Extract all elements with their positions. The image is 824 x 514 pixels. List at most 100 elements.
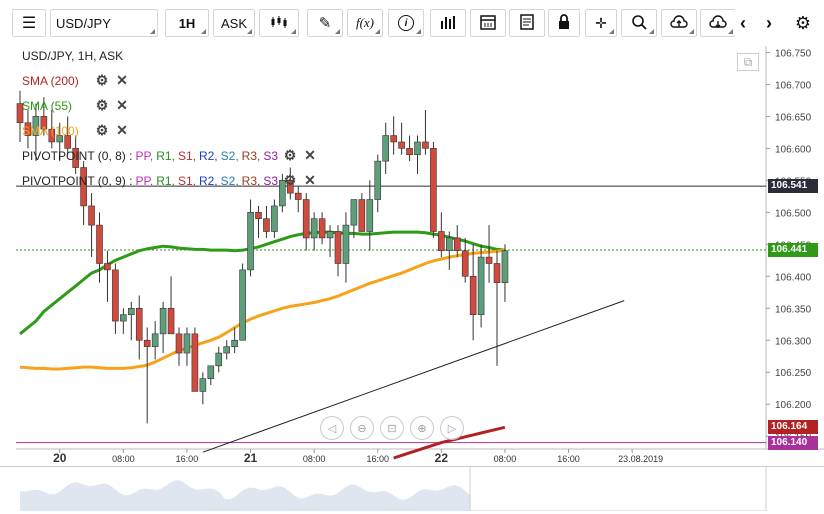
timeframe-selector[interactable]: 1H — [165, 9, 209, 37]
y-tick-label: 106.350 — [775, 304, 812, 315]
info-button[interactable]: i — [388, 9, 424, 37]
candle-body — [430, 148, 437, 232]
info-icon: i — [398, 15, 414, 31]
reset-zoom-icon[interactable]: ⊡ — [380, 416, 404, 440]
pivot-label[interactable]: PIVOTPOINT (0, 8) : — [22, 148, 133, 163]
overview-window[interactable] — [469, 465, 767, 512]
candle-body — [104, 263, 111, 271]
candle-body — [414, 141, 421, 156]
y-tick-label: 106.250 — [775, 368, 812, 379]
gear-icon[interactable]: ⚙ — [283, 147, 297, 163]
document-icon — [520, 13, 534, 33]
calendar-button[interactable] — [470, 9, 506, 37]
draw-tool-button[interactable]: ✎ — [307, 9, 343, 37]
x-tick-label: 16:00 — [176, 454, 199, 464]
series-line-sma-100- — [19, 248, 506, 371]
candle-body — [56, 135, 64, 143]
toolbar: ☰ USD/JPY 1H ASK ✎ f(x) i — [0, 0, 824, 46]
candle-body — [183, 333, 191, 354]
pivot-param: PP, — [135, 148, 154, 163]
candle-body — [16, 103, 24, 124]
chevron-left-icon: ‹ — [740, 12, 746, 33]
gear-icon[interactable]: ⚙ — [95, 72, 109, 88]
candle-body — [406, 148, 413, 156]
candle-body — [40, 116, 48, 130]
candle-body — [88, 205, 95, 226]
pivot-param: R2, — [198, 173, 218, 188]
price-chart[interactable]: 106.750106.700106.650106.600106.550106.5… — [0, 46, 824, 466]
scroll-right-button[interactable]: › — [760, 9, 778, 37]
series-line-sma-55- — [19, 230, 506, 336]
pivot-param: S3 — [263, 148, 279, 163]
candle-body — [263, 218, 270, 232]
gear-icon[interactable]: ⚙ — [95, 97, 109, 113]
y-tick-label: 106.600 — [775, 144, 812, 155]
candle-body — [286, 180, 294, 194]
indicator-label[interactable]: SMA (200) — [22, 73, 79, 88]
candle-body — [215, 352, 223, 367]
pivot-param: S2, — [220, 148, 239, 163]
chevron-right-icon: › — [766, 12, 772, 33]
symbol-selector[interactable]: USD/JPY — [50, 9, 158, 37]
notes-button[interactable] — [509, 9, 545, 37]
indicators-button[interactable]: f(x) — [347, 9, 383, 37]
candle-body — [167, 307, 175, 335]
scroll-left-button[interactable]: ‹ — [734, 9, 752, 37]
candle-body — [485, 256, 493, 264]
zoom-out-icon[interactable]: ⊖ — [350, 416, 374, 440]
candle-body — [199, 378, 207, 392]
gear-icon[interactable]: ⚙ — [283, 172, 297, 188]
zoom-in-icon[interactable]: ⊕ — [410, 416, 434, 440]
bar-chart-icon — [440, 15, 456, 32]
crosshair-icon: ✛ — [595, 14, 607, 31]
pivot-label[interactable]: PIVOTPOINT (0, 9) : — [22, 173, 133, 188]
chart-area[interactable]: 106.750106.700106.650106.600106.550106.5… — [0, 46, 824, 466]
overview-navigator[interactable] — [0, 465, 824, 512]
candle-body — [80, 167, 87, 207]
candle-body — [24, 122, 32, 136]
candle-body — [318, 218, 326, 239]
pivot-param: S2, — [220, 173, 239, 188]
function-icon: f(x) — [355, 15, 375, 30]
zoom-button[interactable] — [621, 9, 657, 37]
candle-body — [390, 135, 397, 143]
candle-body — [279, 180, 286, 207]
pan-left-icon[interactable]: ◁ — [320, 416, 344, 440]
lock-button[interactable] — [548, 9, 580, 37]
candle-body — [334, 231, 342, 264]
pivot-param: R1, — [156, 173, 175, 188]
settings-button[interactable]: ⚙ — [790, 9, 816, 37]
candlestick-icon — [270, 15, 288, 32]
gear-icon[interactable]: ⚙ — [95, 122, 109, 138]
candle-body — [358, 199, 366, 232]
popout-button[interactable]: ⧉ — [737, 53, 759, 71]
indicator-label[interactable]: SMA (55) — [22, 98, 73, 113]
candle-body — [112, 269, 119, 322]
x-tick-label: 08:00 — [112, 454, 135, 464]
price-tag: 106.541 — [768, 179, 818, 194]
volume-button[interactable] — [430, 9, 466, 37]
candle-body — [398, 141, 405, 149]
candle-body — [422, 141, 429, 149]
candle-body — [207, 365, 215, 379]
menu-button[interactable]: ☰ — [12, 9, 46, 37]
close-icon[interactable]: ✕ — [304, 172, 316, 188]
candle-body — [223, 346, 230, 354]
upload-button[interactable] — [661, 9, 697, 37]
crosshair-button[interactable]: ✛ — [585, 9, 617, 37]
pivot-legend-item: PIVOTPOINT (0, 9) : PP, R1, S1, R2, S2, R3, S3… — [22, 172, 322, 189]
close-icon[interactable]: ✕ — [304, 147, 316, 163]
y-tick-label: 106.300 — [775, 336, 812, 347]
candle-body — [120, 314, 127, 322]
y-tick-label: 106.500 — [775, 208, 812, 219]
price-type-selector[interactable]: ASK — [213, 9, 255, 37]
series-line-sma-200- — [393, 425, 506, 460]
close-icon[interactable]: ✕ — [116, 97, 128, 113]
pan-right-icon[interactable]: ▷ — [440, 416, 464, 440]
hamburger-icon: ☰ — [21, 15, 37, 32]
chart-type-button[interactable] — [259, 9, 299, 37]
indicator-label[interactable]: SMA (100) — [22, 123, 79, 138]
download-button[interactable] — [700, 9, 736, 37]
close-icon[interactable]: ✕ — [116, 122, 128, 138]
close-icon[interactable]: ✕ — [116, 72, 128, 88]
